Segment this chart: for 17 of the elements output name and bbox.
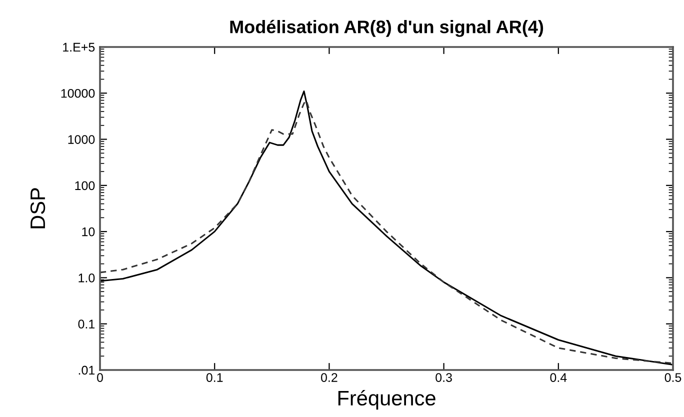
y-tick-label: 100 [75, 181, 95, 190]
x-tick-label: 0 [97, 373, 103, 382]
x-tick-label: 0.5 [664, 373, 682, 382]
y-tick-label: 1.E+5 [63, 42, 95, 52]
x-tick-label: 0.3 [436, 373, 452, 382]
x-tick-label: 0.4 [550, 373, 567, 382]
x-tick-label: 0.2 [321, 373, 338, 382]
y-axis-title: DSP [30, 188, 46, 228]
y-tick-label: 0.1 [78, 320, 95, 329]
chart-title: Modélisation AR(8) d'un signal AR(4) [230, 20, 544, 37]
x-tick-label: 0.1 [206, 373, 223, 382]
x-axis-title: Fréquence [338, 390, 436, 410]
y-tick-label: 1.0 [78, 274, 95, 282]
y-tick-label: 10 [82, 227, 95, 236]
y-tick-label: 1000 [68, 135, 95, 144]
y-tick-label: 10000 [61, 88, 95, 98]
y-tick-label: .01 [78, 366, 95, 375]
